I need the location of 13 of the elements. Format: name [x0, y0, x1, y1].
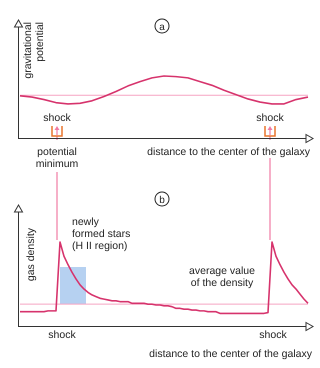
chart-title: b [159, 195, 166, 206]
x-axis-title: distance to the center of the galaxy [147, 146, 311, 158]
y-axis-title: gravitational potential [22, 22, 46, 79]
annotation: shock [43, 112, 72, 124]
annotation: newly formed stars (H II region) [72, 216, 130, 252]
text: shock [259, 329, 288, 341]
annotation: shock [256, 112, 284, 124]
y-axis-title: gas density [25, 227, 37, 282]
text: shock [48, 329, 76, 341]
text: potential minimum [36, 146, 79, 170]
chart-title: a [159, 22, 166, 33]
x-axis-title: distance to the center of the galaxy [149, 348, 313, 360]
ref-line-label: average value of the density [189, 265, 256, 289]
